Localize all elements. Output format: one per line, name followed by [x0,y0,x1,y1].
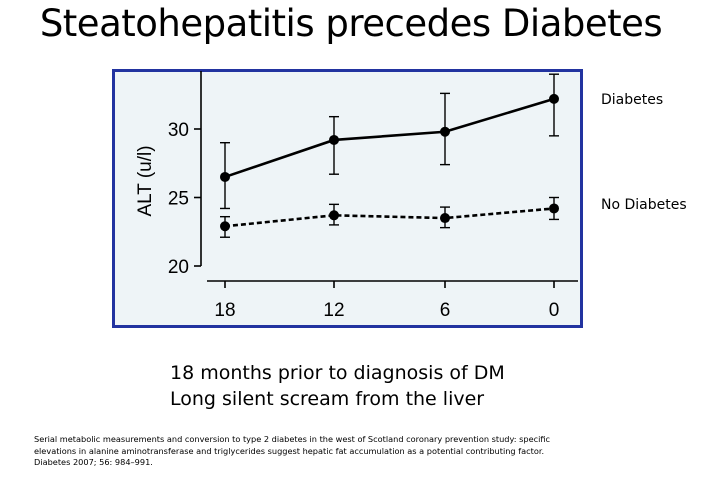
data-point-no-diabetes [329,210,339,221]
y-tick-label: 20 [168,257,189,278]
caption-line: 18 months prior to diagnosis of DM [170,362,505,384]
slide-title: Steatohepatitis precedes Diabetes [39,2,663,45]
citation-line: Serial metabolic measurements and conver… [34,434,551,444]
x-tick-label: 0 [549,300,560,321]
data-point-no-diabetes [220,221,230,232]
series-label-no-diabetes: No Diabetes [601,197,687,213]
series-line-diabetes [224,97,555,179]
data-point-diabetes [329,134,339,145]
data-point-diabetes [549,93,559,104]
x-tick-label: 18 [214,300,235,321]
x-tick-label: 6 [440,300,451,321]
chart-ticks: 20 25 30 18 12 6 0 [168,120,559,321]
series-label-diabetes: Diabetes [601,92,664,108]
chart: 20 25 30 18 12 6 0 ALT (u/l) [112,69,583,328]
data-point-no-diabetes [440,213,450,224]
x-tick-label: 12 [323,300,344,321]
chart-svg: 20 25 30 18 12 6 0 ALT (u/l) [112,69,583,328]
citation-line: Diabetes 2007; 56: 984–991. [34,457,153,468]
y-axis-label: ALT (u/l) [135,145,156,216]
data-point-no-diabetes [549,203,559,214]
series-line-no-diabetes [224,207,555,228]
citation-line: elevations in alanine aminotransferase a… [34,445,545,456]
data-point-diabetes [440,126,450,137]
citation: Serial metabolic measurements and conver… [34,434,694,469]
y-tick-label: 25 [168,189,189,210]
chart-series [220,73,559,238]
y-tick-label: 30 [168,120,189,141]
caption-line: Long silent scream from the liver [170,388,485,410]
caption: 18 months prior to diagnosis of DM Long … [170,360,505,412]
data-point-diabetes [220,171,230,182]
chart-axes [200,71,578,282]
